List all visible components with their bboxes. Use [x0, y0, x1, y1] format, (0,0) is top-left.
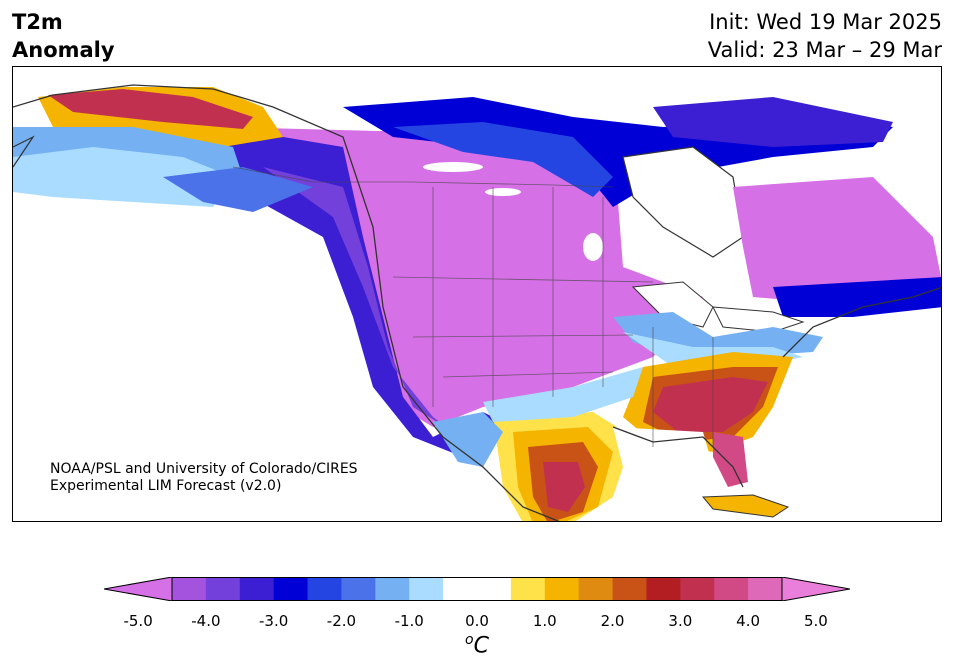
coastline: [13, 84, 941, 521]
hudson-bay: [622, 146, 744, 258]
colorbar-tick-label: 0.0: [465, 612, 489, 630]
colorbar-cell: [477, 577, 512, 601]
colorbar-tick-label: -1.0: [394, 612, 424, 630]
colorbar-cell: [510, 577, 546, 601]
colorbar-cell: [680, 577, 715, 601]
valid-range: Valid: 23 Mar – 29 Mar: [707, 38, 942, 62]
unit-letter: C: [473, 633, 489, 659]
colorbar-cell: [646, 577, 681, 601]
state-borders: [232, 166, 714, 447]
colorbar-cell: [341, 577, 376, 601]
title-kind: Anomaly: [12, 38, 115, 62]
colorbar-cell: [409, 577, 444, 601]
colorbar-tick-label: -4.0: [191, 612, 221, 630]
great-lakes: [631, 281, 714, 328]
credit-line-1: NOAA/PSL and University of Colorado/CIRE…: [50, 461, 358, 477]
init-date: Init: Wed 19 Mar 2025: [709, 10, 942, 34]
colorbar-tick-label: 4.0: [736, 612, 761, 630]
colorbar-cell: [172, 577, 207, 601]
colorbar-tick-label: 5.0: [803, 612, 828, 630]
credit-text: NOAA/PSL and University of Colorado/CIRE…: [50, 461, 358, 495]
map-dates: Init: Wed 19 Mar 2025 Valid: 23 Mar – 29…: [708, 8, 942, 64]
unit-superscript: o: [465, 632, 474, 648]
colorbar-cell: [239, 577, 275, 601]
colorbar-cell: [612, 577, 647, 601]
colorbar-min-extend: [104, 577, 173, 601]
colorbar-cell: [443, 577, 478, 601]
colorbar-tick-label: 2.0: [600, 612, 625, 630]
colorbar-tick-label: 1.0: [532, 612, 557, 630]
colorbar-cell: [544, 577, 580, 601]
colorbar-tick-label: -3.0: [259, 612, 289, 630]
colorbar-cell: [205, 577, 241, 601]
colorbar-cell: [714, 577, 749, 601]
colorbar-tick-label: -2.0: [326, 612, 357, 630]
colorbar-cell: [307, 577, 342, 601]
credit-line-2: Experimental LIM Forecast (v2.0): [50, 478, 282, 494]
colorbar-max-extend: [781, 577, 850, 601]
colorbar: [104, 577, 850, 601]
colorbar-tick-label: -5.0: [123, 612, 153, 630]
colorbar-unit: oC: [0, 632, 954, 658]
gulf-of-mexico: [613, 427, 713, 487]
title-variable: T2m: [12, 10, 63, 34]
colorbar-cell: [273, 577, 309, 601]
colorbar-tick-label: 3.0: [668, 612, 693, 630]
map-title: T2m Anomaly: [12, 8, 115, 64]
alaska-west-coast: [13, 135, 35, 168]
colorbar-cell: [748, 577, 783, 601]
map-svg: [13, 67, 941, 521]
colorbar-cell: [578, 577, 614, 601]
colorbar-cell: [375, 577, 410, 601]
anomaly-map: NOAA/PSL and University of Colorado/CIRE…: [12, 66, 942, 522]
colorbar-ticks: -5.0 -4.0 -3.0 -2.0 -1.0 0.0 1.0 2.0 3.0 4.0 5.0: [0, 612, 954, 632]
